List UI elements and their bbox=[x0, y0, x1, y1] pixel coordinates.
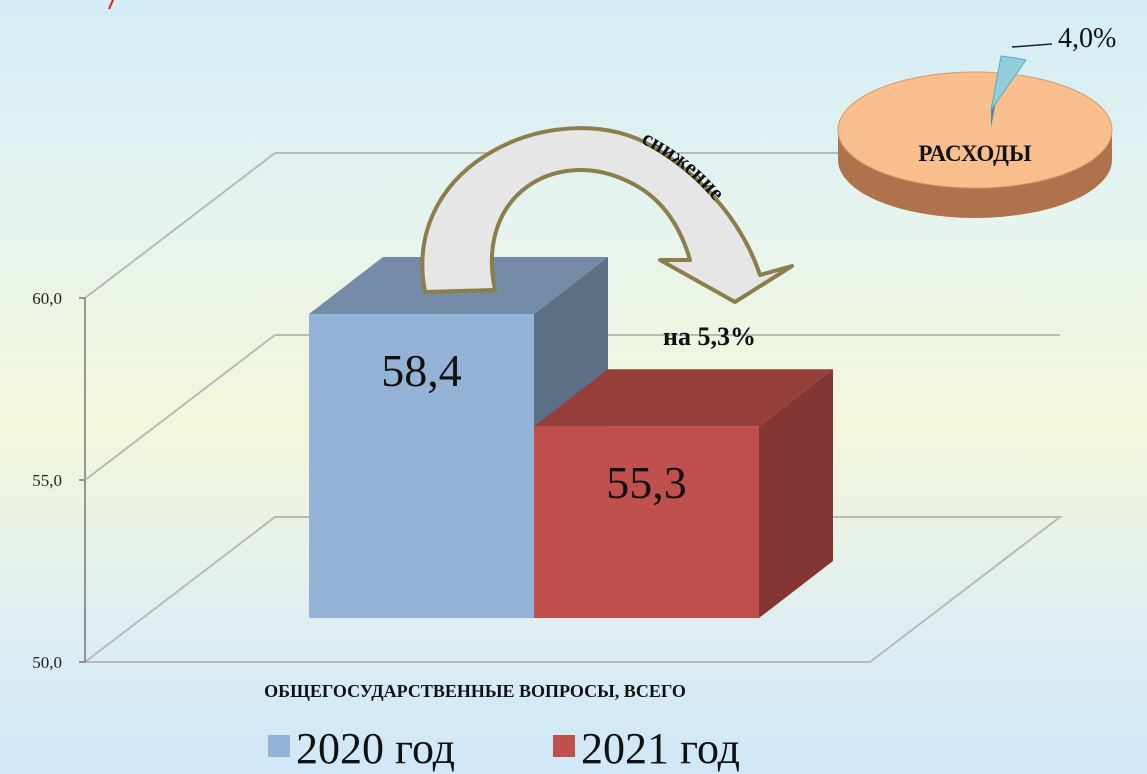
bar-top bbox=[534, 369, 833, 427]
pie-main-label: РАСХОДЫ bbox=[918, 141, 1032, 166]
pie-main-top bbox=[837, 71, 1113, 189]
bar-2021 bbox=[534, 369, 833, 618]
gridline-diagonal bbox=[84, 152, 276, 299]
y-tick-label: 55,0 bbox=[32, 471, 62, 490]
gridline-diagonal bbox=[84, 334, 276, 481]
bar-front bbox=[309, 314, 534, 618]
bar-side bbox=[759, 369, 833, 618]
legend-label-2021: 2021 год bbox=[581, 724, 740, 773]
change-note: на 5,3% bbox=[663, 322, 756, 351]
bar-value-label: 58,4 bbox=[381, 345, 462, 396]
y-axis-ticks: 50,0 55,0 60,0 bbox=[32, 289, 85, 672]
pie-slice bbox=[990, 55, 1027, 111]
chart-floor bbox=[82, 516, 1063, 663]
expenses-pie: 4,0% РАСХОДЫ bbox=[837, 23, 1116, 218]
legend-swatch-2020 bbox=[268, 735, 290, 757]
pie-leader-line bbox=[1011, 43, 1053, 48]
bar-front bbox=[534, 426, 759, 618]
legend-swatch-2021 bbox=[553, 735, 575, 757]
pie-slice-label: 4,0% bbox=[1058, 23, 1116, 54]
legend: 2020 год 2021 год bbox=[268, 724, 740, 773]
arrow-shape bbox=[420, 126, 794, 304]
legend-label-2020: 2020 год bbox=[296, 724, 455, 773]
bar-value-label: 55,3 bbox=[606, 457, 687, 508]
y-tick-label: 60,0 bbox=[32, 289, 62, 308]
corner-mark bbox=[108, 0, 114, 10]
bars bbox=[309, 257, 833, 618]
y-tick-label: 50,0 bbox=[32, 653, 62, 672]
bar-labels: 58,4 55,3 bbox=[381, 345, 687, 508]
category-label: ОБЩЕГОСУДАРСТВЕННЫЕ ВОПРОСЫ, ВСЕГО bbox=[264, 681, 686, 701]
